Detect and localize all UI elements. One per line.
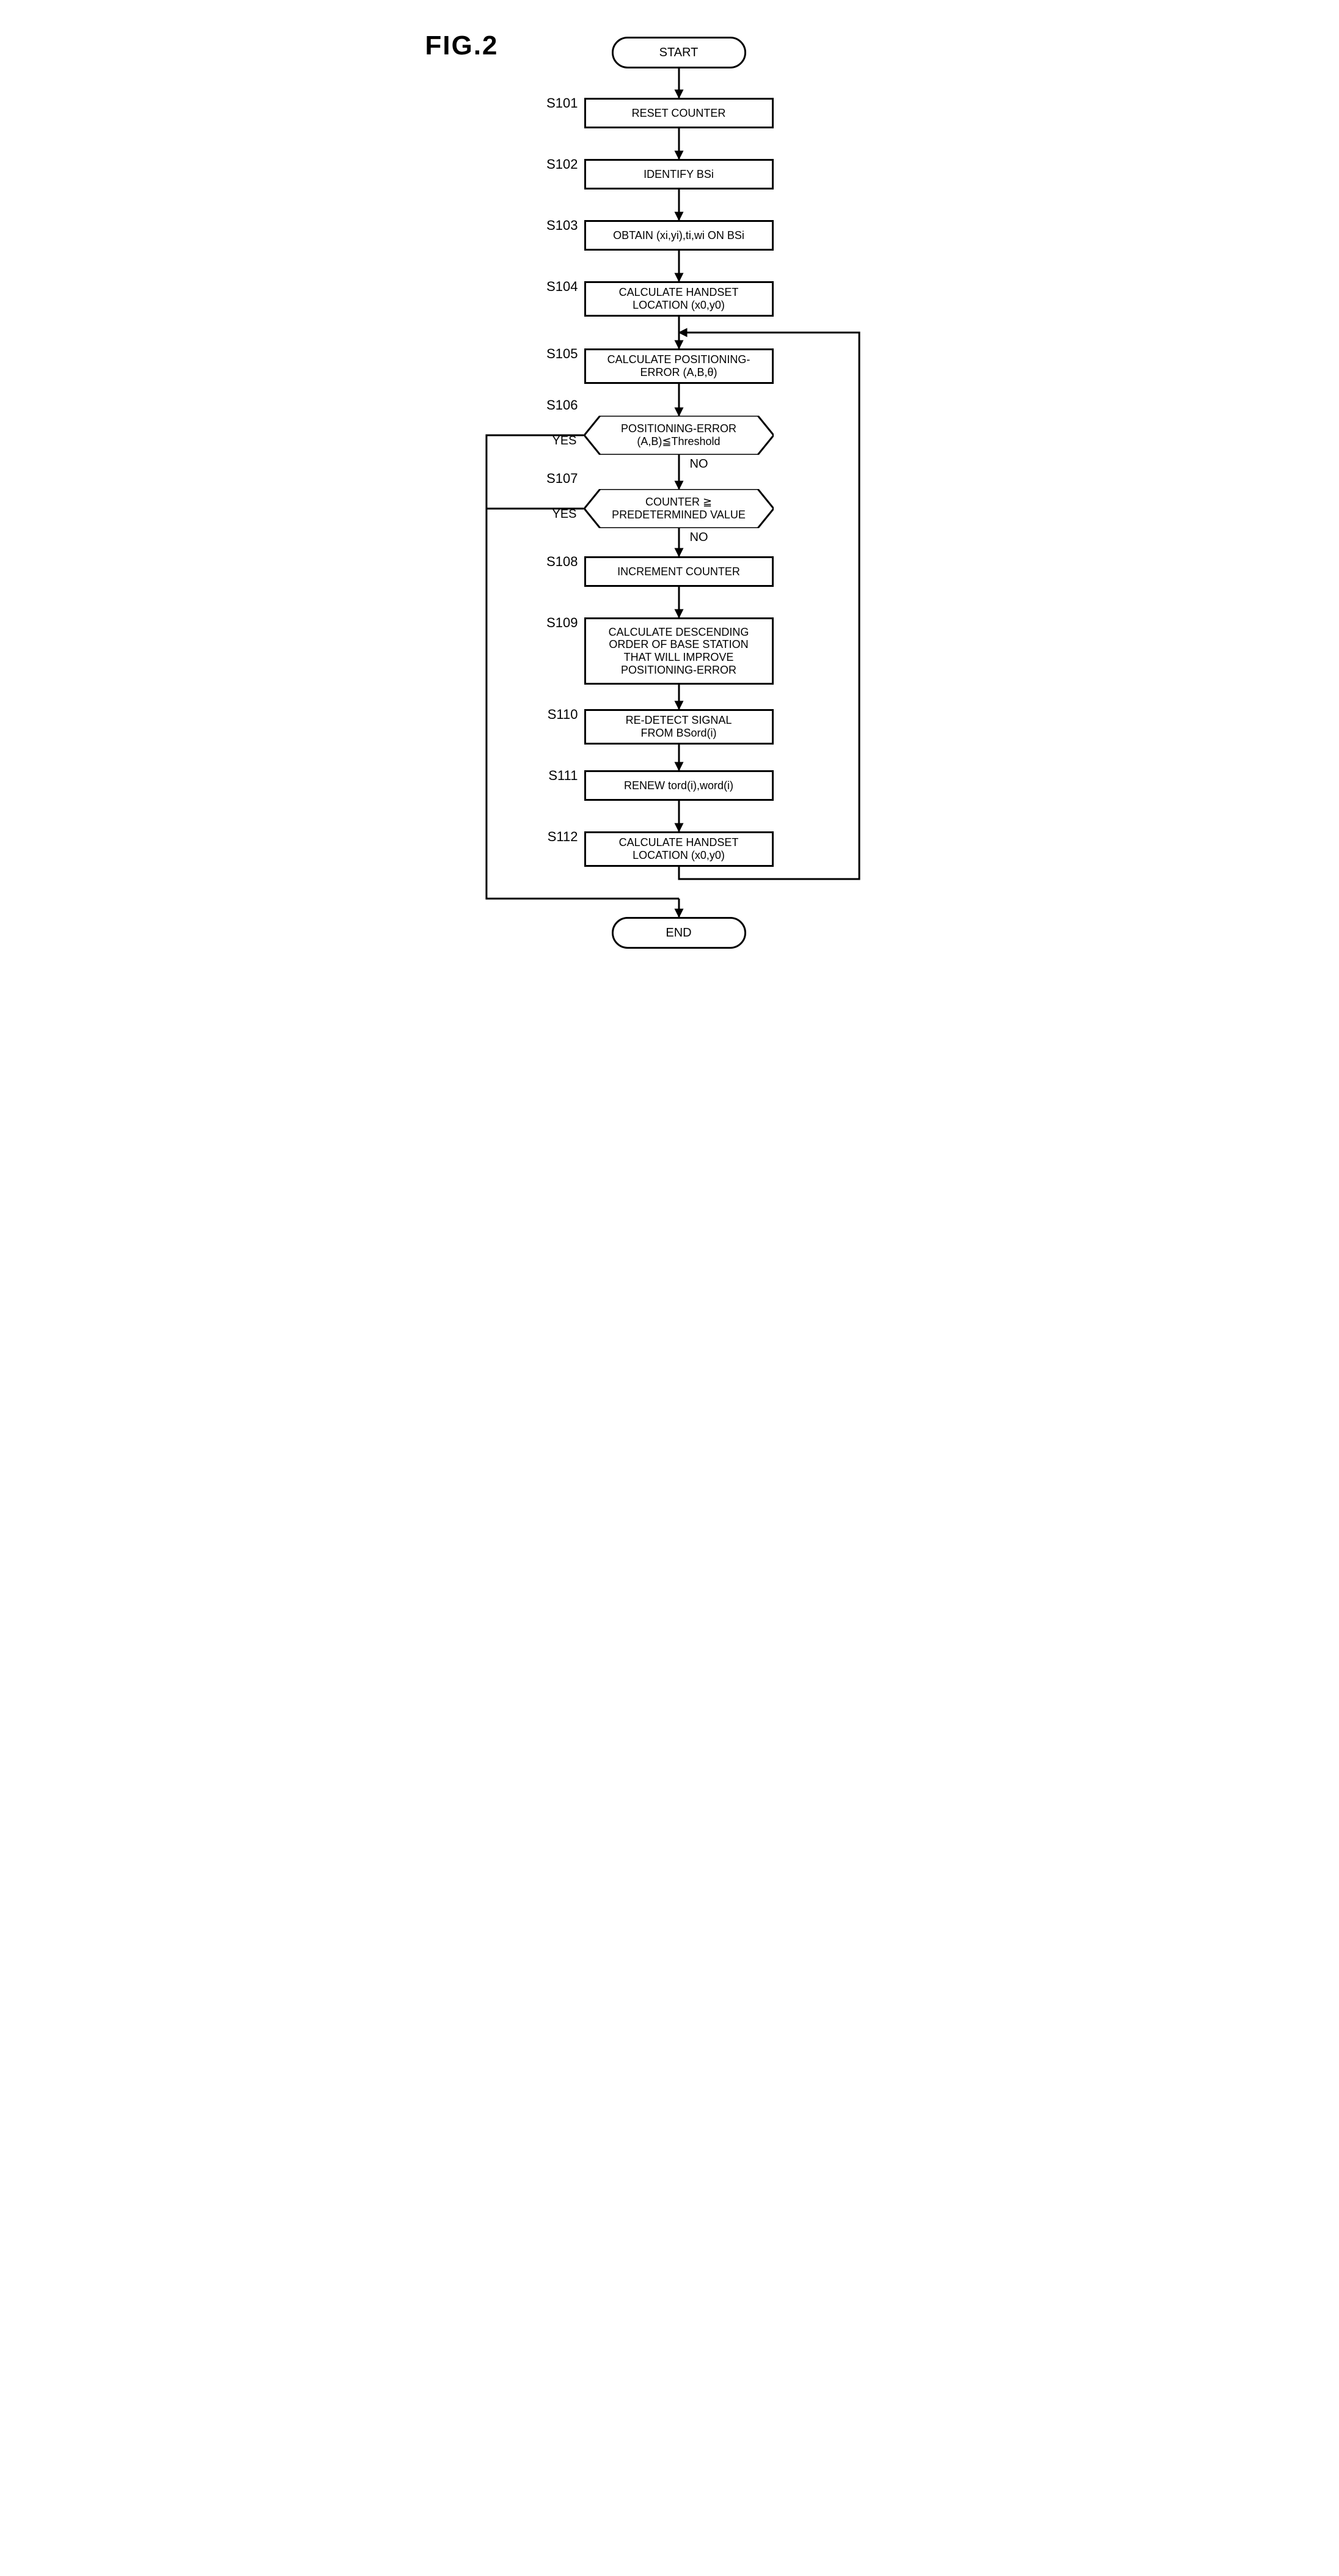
s105-process: CALCULATE POSITIONING-ERROR (A,B,θ) (584, 348, 774, 384)
s107-no-label: NO (690, 531, 708, 545)
s111-label: S111 (541, 768, 578, 784)
s108-process: INCREMENT COUNTER (584, 556, 774, 587)
s112-process: CALCULATE HANDSETLOCATION (x0,y0) (584, 831, 774, 867)
s101-label: S101 (541, 95, 578, 111)
s107-decision: COUNTER ≧PREDETERMINED VALUE (584, 489, 774, 528)
s111-process: RENEW tord(i),word(i) (584, 770, 774, 801)
s106-decision-text: POSITIONING-ERROR(A,B)≦Threshold (584, 416, 774, 455)
s106-label: S106 (541, 397, 578, 413)
s103-label: S103 (541, 218, 578, 234)
s109-process: CALCULATE DESCENDINGORDER OF BASE STATIO… (584, 617, 774, 685)
s109-label: S109 (541, 615, 578, 631)
figure-title: FIG.2 (425, 31, 499, 61)
s107-yes-label: YES (552, 507, 577, 521)
s102-label: S102 (541, 156, 578, 172)
s103-process: OBTAIN (xi,yi),ti,wi ON BSi (584, 220, 774, 251)
s106-yes-label: YES (552, 434, 577, 448)
end-terminal: END (612, 917, 746, 949)
s106-no-label: NO (690, 457, 708, 471)
s102-process: IDENTIFY BSi (584, 159, 774, 190)
s101-process: RESET COUNTER (584, 98, 774, 128)
s108-label: S108 (541, 554, 578, 570)
start-terminal: START (612, 37, 746, 68)
s110-label: S110 (541, 707, 578, 723)
s107-label: S107 (541, 471, 578, 487)
s104-process: CALCULATE HANDSETLOCATION (x0,y0) (584, 281, 774, 317)
s104-label: S104 (541, 279, 578, 295)
s105-label: S105 (541, 346, 578, 362)
s112-label: S112 (541, 829, 578, 845)
s110-process: RE-DETECT SIGNALFROM BSord(i) (584, 709, 774, 745)
s106-decision: POSITIONING-ERROR(A,B)≦Threshold (584, 416, 774, 455)
s107-decision-text: COUNTER ≧PREDETERMINED VALUE (584, 489, 774, 528)
